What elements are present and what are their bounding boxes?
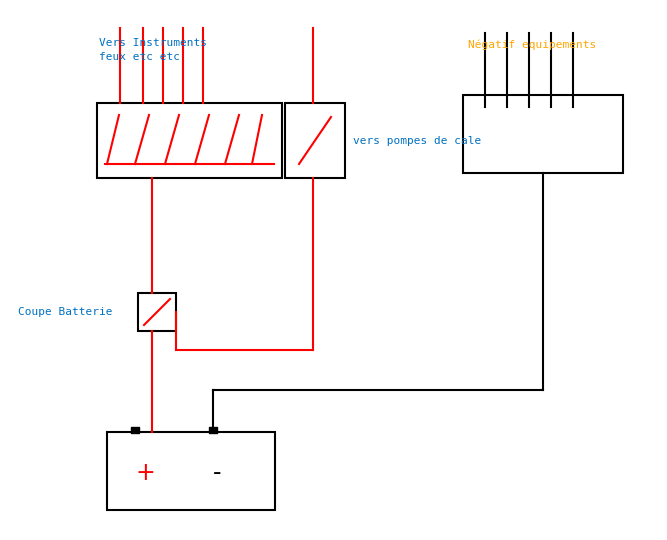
- Bar: [107, 432, 275, 510]
- Text: Coupe Batterie: Coupe Batterie: [18, 307, 113, 317]
- Bar: [463, 95, 623, 173]
- Bar: [97, 103, 282, 178]
- Text: -: -: [213, 461, 221, 485]
- Bar: [285, 103, 345, 178]
- Text: Négatif equipements: Négatif equipements: [468, 40, 596, 50]
- Bar: [138, 293, 176, 331]
- Text: Vers Instruments
feux etc etc: Vers Instruments feux etc etc: [99, 38, 207, 62]
- Text: +: +: [135, 461, 155, 485]
- Text: vers pompes de cale: vers pompes de cale: [353, 136, 482, 145]
